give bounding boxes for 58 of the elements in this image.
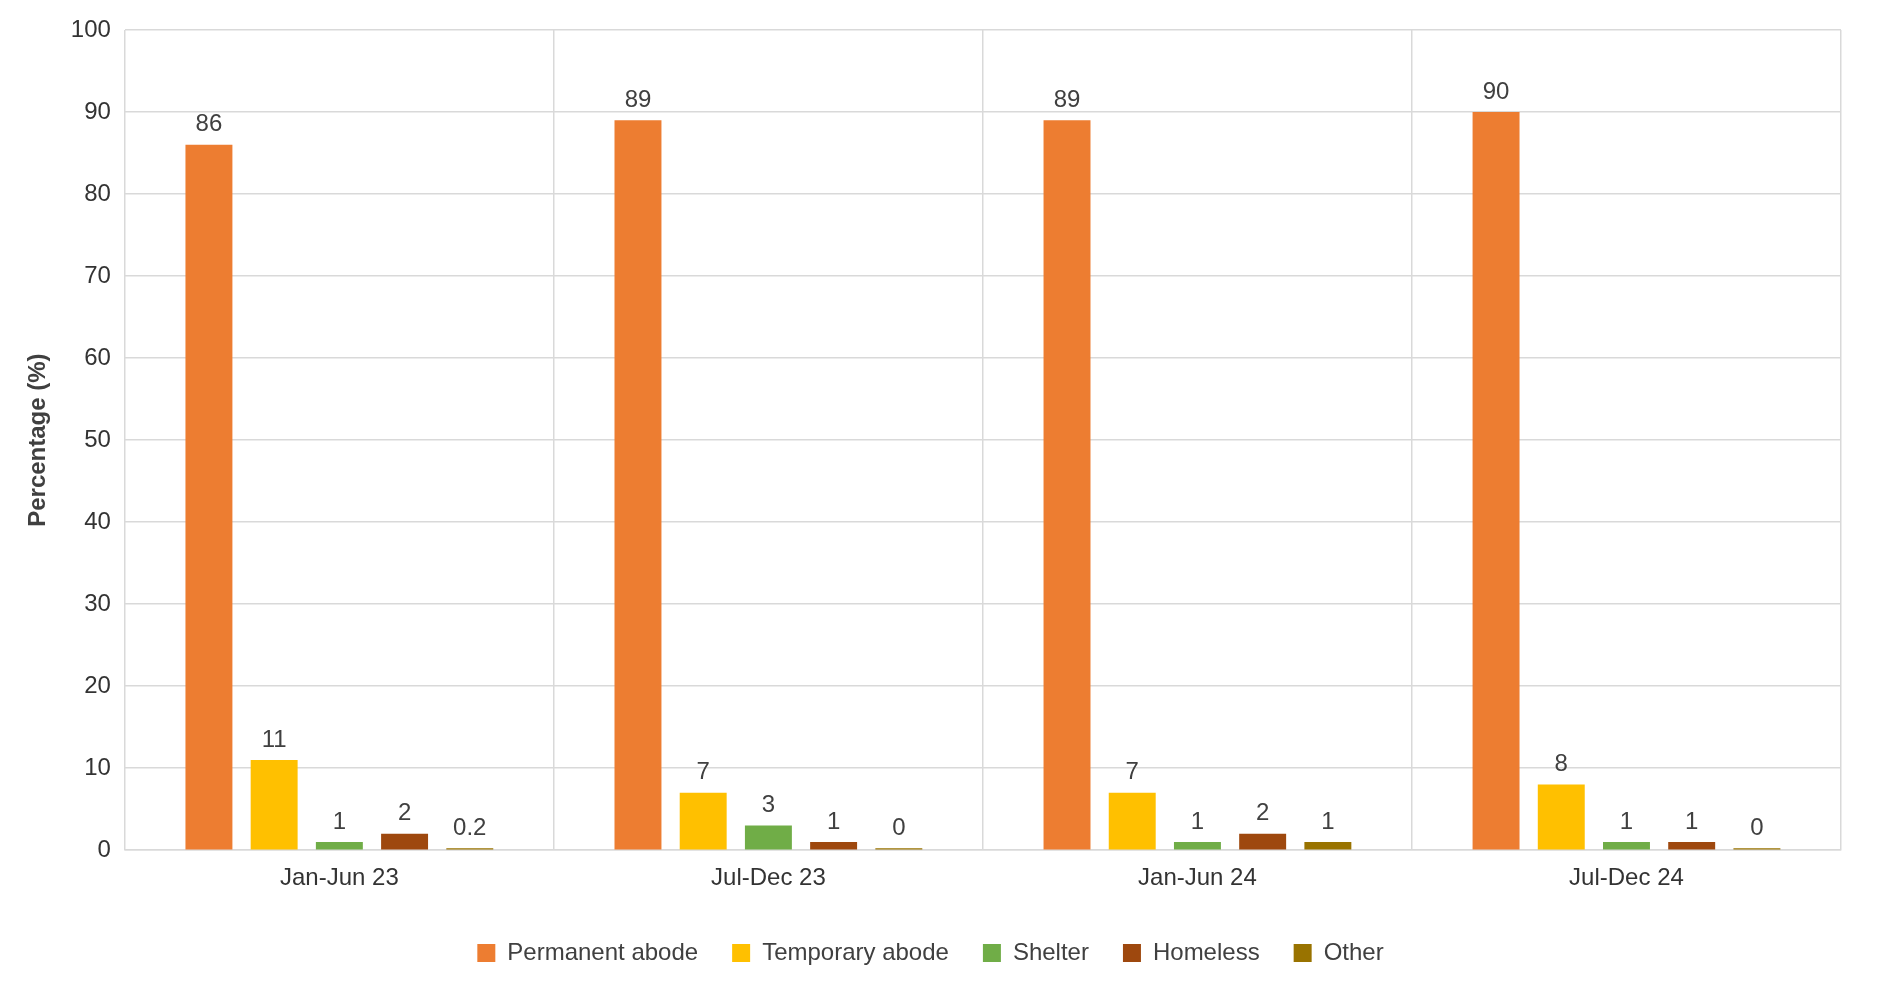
bar xyxy=(1043,120,1091,850)
bar xyxy=(679,792,727,850)
y-axis-title: Percentage (%) xyxy=(23,353,51,527)
data-label: 7 xyxy=(1125,757,1139,785)
data-label: 0.2 xyxy=(453,812,487,840)
bar xyxy=(1668,842,1716,850)
bar xyxy=(1239,833,1287,850)
y-tick-label: 30 xyxy=(84,588,111,616)
data-label: 7 xyxy=(696,757,710,785)
data-label: 2 xyxy=(1255,798,1270,826)
bar xyxy=(1304,842,1352,850)
x-tick-label: Jul-Dec 24 xyxy=(1569,863,1684,891)
bar xyxy=(1173,842,1221,850)
data-label: 90 xyxy=(1482,76,1510,104)
bar xyxy=(185,144,233,850)
bar xyxy=(315,842,363,850)
bar xyxy=(381,833,429,850)
y-tick-label: 10 xyxy=(84,752,111,780)
data-label: 0 xyxy=(892,812,906,840)
y-tick-label: 90 xyxy=(84,96,111,124)
y-tick-label: 20 xyxy=(84,670,111,698)
legend-label: Permanent abode xyxy=(507,937,699,965)
data-label: 1 xyxy=(1685,806,1699,834)
y-tick-label: 70 xyxy=(84,260,111,288)
y-tick-label: 60 xyxy=(84,342,111,370)
legend-label: Other xyxy=(1323,937,1384,965)
bar xyxy=(744,825,792,850)
data-label: 11 xyxy=(261,724,287,752)
bar xyxy=(614,120,662,850)
data-label: 89 xyxy=(1053,84,1081,112)
data-label: 1 xyxy=(332,806,347,834)
x-tick-label: Jul-Dec 23 xyxy=(711,863,826,891)
bar xyxy=(250,759,298,850)
data-label: 1 xyxy=(1190,806,1205,834)
data-label: 3 xyxy=(761,790,776,818)
data-label: 86 xyxy=(195,109,223,137)
x-tick-label: Jan-Jun 24 xyxy=(1138,863,1257,891)
bar xyxy=(1537,784,1585,850)
data-label: 1 xyxy=(1321,806,1335,834)
bar xyxy=(1603,842,1650,850)
y-tick-label: 0 xyxy=(97,834,111,862)
y-tick-label: 40 xyxy=(84,506,111,534)
legend-label: Homeless xyxy=(1152,937,1260,965)
data-label: 8 xyxy=(1554,749,1568,777)
y-tick-label: 50 xyxy=(84,424,111,452)
bar xyxy=(1108,792,1156,850)
y-tick-label: 100 xyxy=(70,14,111,42)
y-tick-label: 80 xyxy=(84,178,111,206)
bar xyxy=(810,842,858,850)
legend-label: Shelter xyxy=(1012,937,1089,965)
data-label: 1 xyxy=(826,806,841,834)
x-tick-label: Jan-Jun 23 xyxy=(279,863,399,891)
legend-label: Temporary abode xyxy=(762,937,949,965)
data-label: 1 xyxy=(1619,806,1634,834)
data-label: 0 xyxy=(1750,812,1764,840)
bar xyxy=(1472,112,1520,850)
data-label: 2 xyxy=(397,798,412,826)
data-label: 89 xyxy=(624,84,652,112)
